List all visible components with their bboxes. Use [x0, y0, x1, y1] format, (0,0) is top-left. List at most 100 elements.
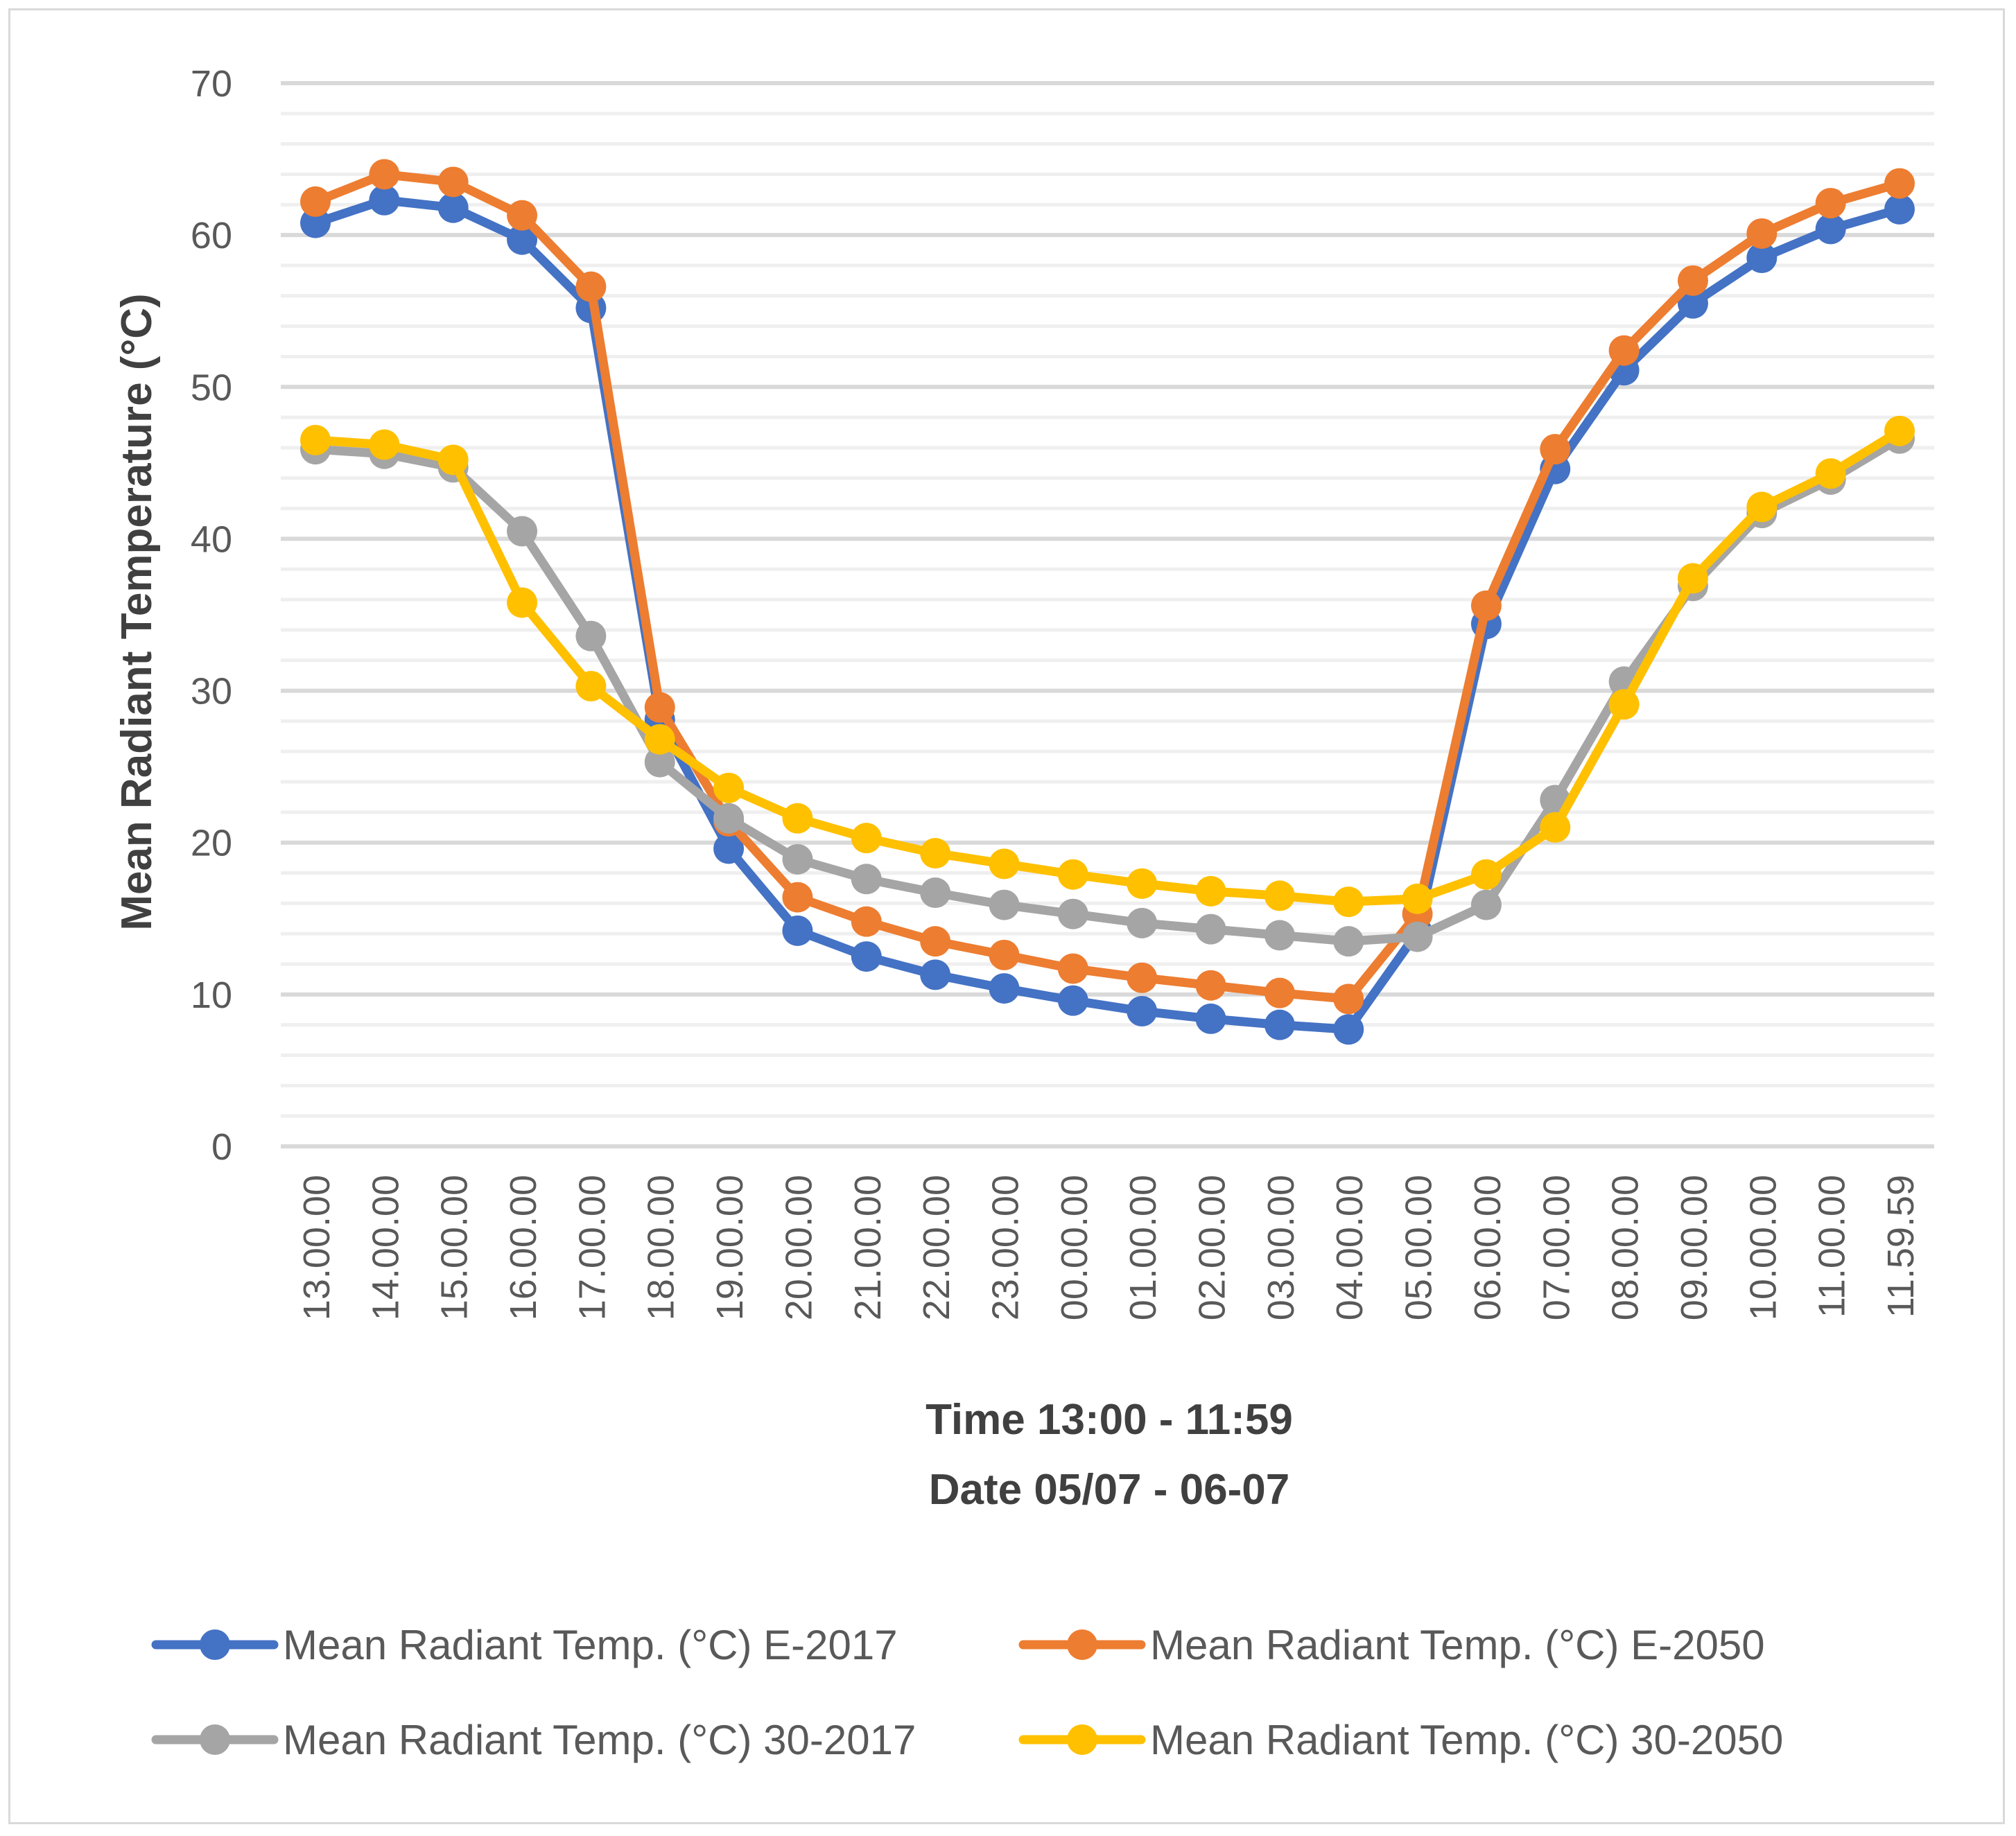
data-point [1127, 907, 1158, 938]
data-point [1333, 983, 1364, 1015]
x-tick-label: 13.00.00 [296, 1175, 338, 1320]
series-line [311, 426, 1904, 907]
data-point [851, 941, 882, 972]
x-axis-title-line-1: Time 13:00 - 11:59 [926, 1396, 1293, 1444]
series-lines [300, 159, 1915, 1045]
data-point [1540, 812, 1571, 843]
data-point [1608, 689, 1640, 720]
x-tick-label: 16.00.00 [503, 1175, 544, 1320]
data-point [920, 838, 951, 869]
legend-label: Mean Radiant Temp. (°C) E-2017 [283, 1622, 898, 1668]
data-point [369, 184, 400, 216]
data-point [1746, 218, 1778, 249]
x-tick-label: 09.00.00 [1674, 1175, 1715, 1320]
y-tick-label: 10 [191, 974, 232, 1016]
data-point [1677, 563, 1708, 594]
y-tick-label: 0 [211, 1126, 232, 1168]
data-point [300, 207, 331, 238]
x-axis-title-line-2: Date 05/07 - 06-07 [929, 1466, 1289, 1514]
data-point [1746, 491, 1778, 523]
x-tick-label: 19.00.00 [709, 1175, 751, 1320]
y-axis-title: Mean Radiant Temperature (°C) [113, 293, 161, 930]
data-point [507, 224, 538, 255]
data-point [1195, 1003, 1226, 1034]
y-axis-ticks: 0 10 20 30 40 50 60 70 [191, 63, 232, 1168]
x-tick-label: 23.00.00 [984, 1175, 1026, 1320]
data-point [1333, 1014, 1364, 1045]
x-tick-label: 20.00.00 [778, 1175, 819, 1320]
data-point [1815, 458, 1846, 489]
series-line [311, 434, 1904, 946]
data-point [1127, 962, 1158, 993]
data-point [507, 516, 538, 547]
x-tick-label: 06.00.00 [1467, 1175, 1509, 1320]
y-tick-label: 30 [191, 671, 232, 712]
data-point [437, 444, 469, 475]
data-point [782, 915, 813, 946]
legend-swatch-marker [1067, 1724, 1097, 1755]
data-point [300, 186, 331, 217]
data-point [1677, 265, 1708, 296]
data-point [1540, 434, 1571, 465]
data-point [507, 200, 538, 231]
x-tick-label: 17.00.00 [571, 1175, 613, 1320]
data-point [1195, 970, 1226, 1001]
data-point [575, 271, 607, 302]
data-point [575, 670, 607, 701]
data-point [920, 877, 951, 909]
legend-item: Mean Radiant Temp. (°C) 30-2017 [151, 1717, 916, 1763]
legend-label: Mean Radiant Temp. (°C) 30-2050 [1150, 1717, 1783, 1763]
data-point [1264, 1009, 1295, 1040]
data-point [1402, 921, 1433, 952]
x-tick-label: 01.00.00 [1122, 1175, 1164, 1320]
data-point [1057, 898, 1088, 929]
data-point [989, 848, 1020, 880]
data-point [782, 843, 813, 875]
x-tick-label: 03.00.00 [1260, 1175, 1302, 1320]
data-point [989, 889, 1020, 920]
y-tick-label: 20 [191, 823, 232, 864]
data-point [1057, 985, 1088, 1016]
legend-swatch-marker [1067, 1629, 1097, 1660]
data-point [1264, 977, 1295, 1008]
data-point [1127, 868, 1158, 899]
series-line [311, 169, 1904, 1004]
x-tick-label: 21.00.00 [847, 1175, 889, 1320]
data-point [851, 906, 882, 937]
data-point [507, 587, 538, 618]
data-point [644, 724, 675, 755]
x-tick-label: 22.00.00 [916, 1175, 957, 1320]
data-point [1195, 913, 1226, 945]
gridlines [281, 81, 1934, 1148]
data-point [1057, 953, 1088, 984]
data-point [1057, 859, 1088, 890]
y-tick-label: 50 [191, 367, 232, 408]
data-point [782, 882, 813, 913]
legend-item: Mean Radiant Temp. (°C) E-2050 [1018, 1622, 1765, 1668]
data-point [1815, 188, 1846, 219]
data-point [1195, 875, 1226, 907]
data-point [437, 192, 469, 223]
data-point [1470, 859, 1502, 890]
data-point [1815, 213, 1846, 245]
data-point [1264, 920, 1295, 951]
x-tick-label: 14.00.00 [365, 1175, 406, 1320]
data-point [575, 620, 607, 652]
data-point [644, 746, 675, 778]
x-tick-label: 02.00.00 [1192, 1175, 1233, 1320]
data-point [713, 772, 745, 803]
x-tick-label: 11.00.00 [1811, 1175, 1853, 1318]
data-point [1333, 886, 1364, 918]
y-tick-label: 40 [191, 518, 232, 560]
data-point [1264, 880, 1295, 911]
data-point [713, 803, 745, 834]
data-point [989, 939, 1020, 970]
legend: Mean Radiant Temp. (°C) E-2017 Mean Radia… [151, 1622, 1783, 1763]
data-point [920, 959, 951, 990]
x-tick-label: 04.00.00 [1329, 1175, 1371, 1320]
data-point [782, 803, 813, 834]
data-point [1127, 995, 1158, 1026]
y-tick-label: 60 [191, 215, 232, 256]
data-point [1677, 288, 1708, 319]
